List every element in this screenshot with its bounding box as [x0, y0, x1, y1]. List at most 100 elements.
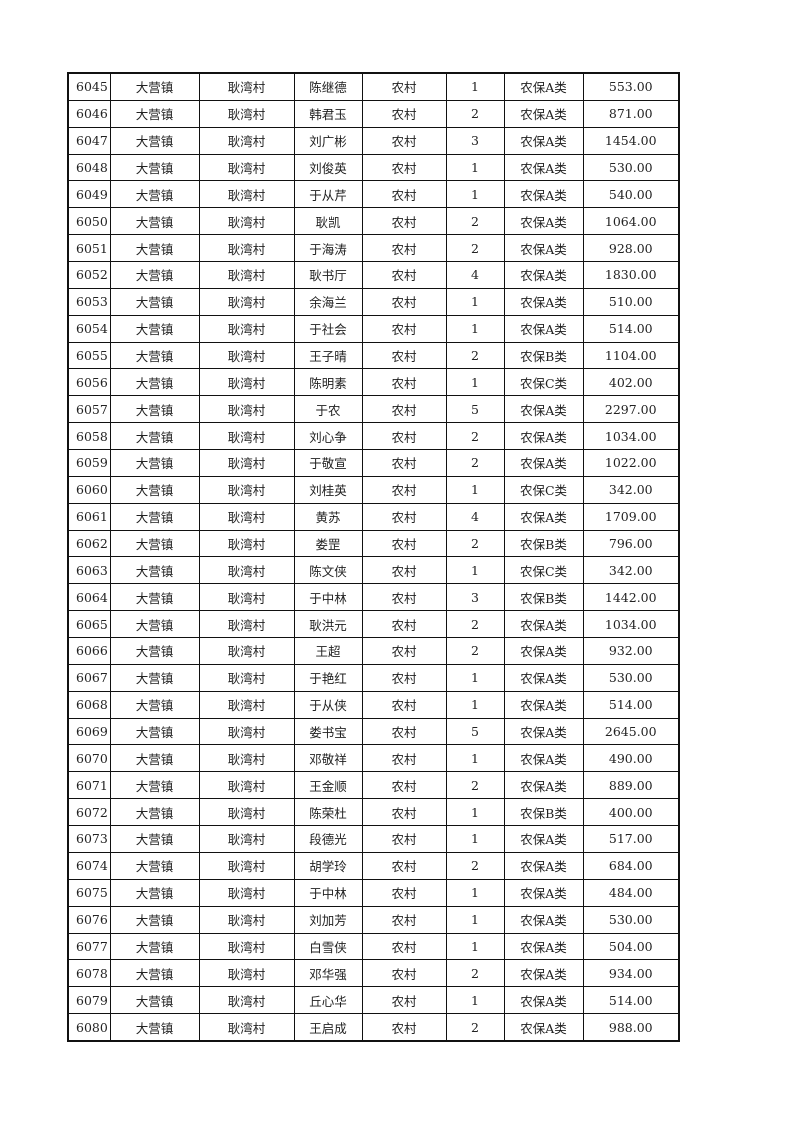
cell-area-type: 农村 — [361, 502, 447, 531]
cell-area-type: 农村 — [361, 610, 447, 639]
cell-name: 耿凯 — [293, 207, 363, 236]
cell-row-id: 6068 — [67, 690, 111, 719]
cell-town: 大营镇 — [109, 637, 200, 665]
cell-insurance-category: 农保A类 — [503, 771, 584, 800]
table-row: 6078 大营镇 耿湾村 邓华强 农村 2 农保A类 934.00 — [67, 959, 680, 988]
cell-area-type: 农村 — [361, 637, 447, 665]
cell-amount: 1034.00 — [582, 422, 680, 451]
cell-household-size: 2 — [445, 449, 505, 477]
table-row: 6052 大营镇 耿湾村 耿书厅 农村 4 农保A类 1830.00 — [67, 261, 680, 289]
cell-area-type: 农村 — [361, 234, 447, 263]
cell-row-id: 6073 — [67, 825, 111, 853]
cell-insurance-category: 农保A类 — [503, 234, 584, 263]
cell-row-id: 6055 — [67, 341, 111, 370]
cell-area-type: 农村 — [361, 395, 447, 424]
cell-row-id: 6058 — [67, 422, 111, 451]
cell-town: 大营镇 — [109, 368, 200, 397]
cell-area-type: 农村 — [361, 341, 447, 370]
cell-amount: 514.00 — [582, 314, 680, 343]
cell-town: 大营镇 — [109, 261, 200, 289]
cell-row-id: 6052 — [67, 261, 111, 289]
table-row: 6060 大营镇 耿湾村 刘桂英 农村 1 农保C类 342.00 — [67, 475, 680, 504]
table-row: 6075 大营镇 耿湾村 于中林 农村 1 农保A类 484.00 — [67, 878, 680, 907]
cell-insurance-category: 农保A类 — [503, 422, 584, 451]
cell-household-size: 1 — [445, 314, 505, 343]
cell-row-id: 6079 — [67, 986, 111, 1015]
cell-household-size: 1 — [445, 556, 505, 585]
cell-household-size: 2 — [445, 959, 505, 988]
table-row: 6067 大营镇 耿湾村 于艳红 农村 1 农保A类 530.00 — [67, 663, 680, 692]
cell-name: 丘心华 — [293, 986, 363, 1015]
cell-name: 韩君玉 — [293, 99, 363, 128]
cell-town: 大营镇 — [109, 825, 200, 853]
cell-household-size: 1 — [445, 825, 505, 853]
cell-village: 耿湾村 — [198, 502, 295, 531]
cell-amount: 1064.00 — [582, 207, 680, 236]
cell-insurance-category: 农保A类 — [503, 663, 584, 692]
table-row: 6053 大营镇 耿湾村 余海兰 农村 1 农保A类 510.00 — [67, 287, 680, 316]
cell-area-type: 农村 — [361, 99, 447, 128]
cell-household-size: 1 — [445, 932, 505, 961]
cell-name: 刘心争 — [293, 422, 363, 451]
cell-village: 耿湾村 — [198, 637, 295, 665]
cell-name: 白雪侠 — [293, 932, 363, 961]
cell-town: 大营镇 — [109, 287, 200, 316]
cell-town: 大营镇 — [109, 610, 200, 639]
cell-town: 大营镇 — [109, 744, 200, 773]
cell-amount: 530.00 — [582, 153, 680, 182]
cell-town: 大营镇 — [109, 583, 200, 612]
cell-insurance-category: 农保B类 — [503, 583, 584, 612]
cell-area-type: 农村 — [361, 475, 447, 504]
cell-town: 大营镇 — [109, 314, 200, 343]
cell-row-id: 6077 — [67, 932, 111, 961]
table-row: 6049 大营镇 耿湾村 于从芹 农村 1 农保A类 540.00 — [67, 180, 680, 209]
cell-town: 大营镇 — [109, 905, 200, 934]
cell-amount: 1022.00 — [582, 449, 680, 477]
cell-amount: 484.00 — [582, 878, 680, 907]
cell-area-type: 农村 — [361, 153, 447, 182]
cell-village: 耿湾村 — [198, 851, 295, 880]
table-row: 6051 大营镇 耿湾村 于海涛 农村 2 农保A类 928.00 — [67, 234, 680, 263]
cell-area-type: 农村 — [361, 583, 447, 612]
cell-household-size: 1 — [445, 744, 505, 773]
cell-village: 耿湾村 — [198, 825, 295, 853]
table-row: 6072 大营镇 耿湾村 陈荣杜 农村 1 农保B类 400.00 — [67, 798, 680, 827]
cell-household-size: 1 — [445, 72, 505, 101]
cell-amount: 871.00 — [582, 99, 680, 128]
cell-amount: 1830.00 — [582, 261, 680, 289]
cell-name: 余海兰 — [293, 287, 363, 316]
cell-amount: 514.00 — [582, 986, 680, 1015]
cell-household-size: 4 — [445, 261, 505, 289]
cell-village: 耿湾村 — [198, 153, 295, 182]
cell-town: 大营镇 — [109, 771, 200, 800]
cell-row-id: 6078 — [67, 959, 111, 988]
cell-town: 大营镇 — [109, 449, 200, 477]
cell-row-id: 6072 — [67, 798, 111, 827]
cell-town: 大营镇 — [109, 99, 200, 128]
cell-household-size: 1 — [445, 878, 505, 907]
cell-household-size: 1 — [445, 690, 505, 719]
cell-row-id: 6053 — [67, 287, 111, 316]
cell-area-type: 农村 — [361, 368, 447, 397]
cell-town: 大营镇 — [109, 959, 200, 988]
cell-town: 大营镇 — [109, 717, 200, 746]
table-row: 6055 大营镇 耿湾村 王子晴 农村 2 农保B类 1104.00 — [67, 341, 680, 370]
cell-name: 于敬宣 — [293, 449, 363, 477]
cell-area-type: 农村 — [361, 798, 447, 827]
cell-area-type: 农村 — [361, 690, 447, 719]
cell-town: 大营镇 — [109, 878, 200, 907]
cell-area-type: 农村 — [361, 529, 447, 558]
cell-name: 胡学玲 — [293, 851, 363, 880]
cell-area-type: 农村 — [361, 314, 447, 343]
cell-row-id: 6075 — [67, 878, 111, 907]
cell-insurance-category: 农保A类 — [503, 153, 584, 182]
cell-area-type: 农村 — [361, 959, 447, 988]
cell-row-id: 6056 — [67, 368, 111, 397]
cell-town: 大营镇 — [109, 72, 200, 101]
cell-area-type: 农村 — [361, 744, 447, 773]
table-row: 6065 大营镇 耿湾村 耿洪元 农村 2 农保A类 1034.00 — [67, 610, 680, 639]
table-row: 6045 大营镇 耿湾村 陈继德 农村 1 农保A类 553.00 — [67, 72, 680, 101]
cell-village: 耿湾村 — [198, 771, 295, 800]
cell-insurance-category: 农保A类 — [503, 99, 584, 128]
table-row: 6057 大营镇 耿湾村 于农 农村 5 农保A类 2297.00 — [67, 395, 680, 424]
